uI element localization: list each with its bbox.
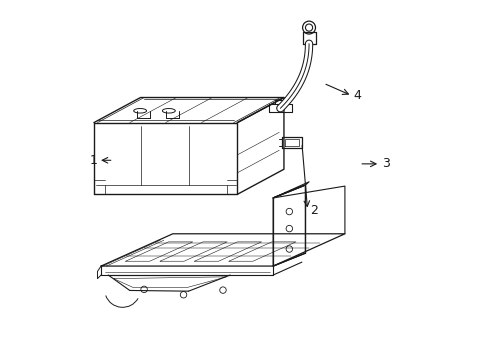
Text: 3: 3 [382,157,389,170]
Text: 1: 1 [90,154,98,167]
Text: 2: 2 [310,204,318,217]
Text: 4: 4 [353,89,361,102]
